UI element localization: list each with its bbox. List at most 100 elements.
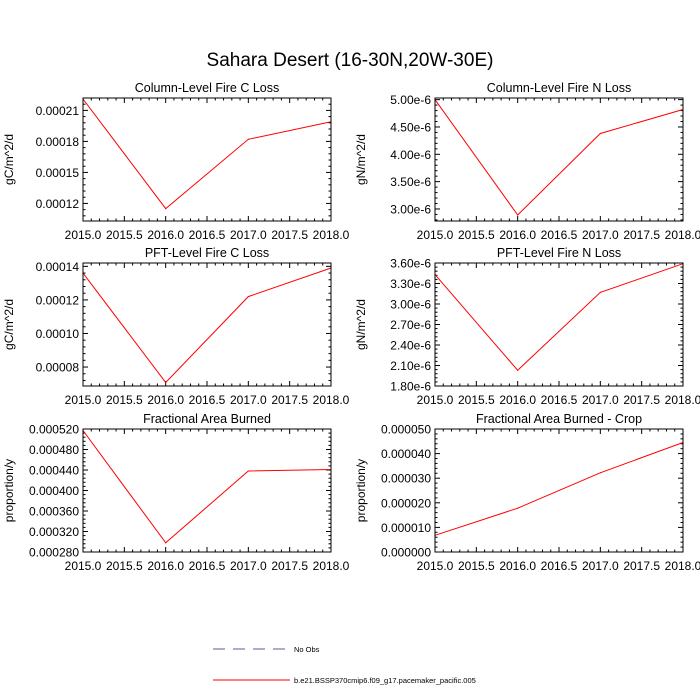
y-tick-label: 3.60e-6 — [390, 257, 431, 271]
y-tick-label: 0.00010 — [36, 327, 80, 341]
x-tick-label: 2015.0 — [65, 228, 102, 242]
x-tick-label: 2016.0 — [499, 559, 536, 573]
y-tick-label: 0.000400 — [29, 484, 79, 498]
y-tick-label: 0.00018 — [36, 135, 80, 149]
x-tick-label: 2017.5 — [271, 393, 308, 407]
data-point — [517, 214, 519, 216]
x-tick-label: 2016.5 — [541, 228, 578, 242]
y-tick-label: 0.000440 — [29, 464, 79, 478]
y-tick-label: 0.00012 — [36, 197, 80, 211]
x-tick-label: 2017.0 — [582, 393, 619, 407]
plot-frame — [82, 428, 332, 553]
panel-1: Column-Level Fire C Loss gC/m^2/d 2015.0 20… — [2, 81, 350, 242]
x-tick-label: 2015.5 — [106, 559, 143, 573]
x-tick-label: 2015.5 — [458, 559, 495, 573]
y-tick-label: 0.00012 — [36, 293, 80, 307]
data-point — [165, 542, 167, 544]
x-tick-label: 2017.0 — [582, 559, 619, 573]
x-tick-label: 2016.0 — [499, 393, 536, 407]
y-tick-label: 0.000520 — [29, 423, 79, 437]
y-tick-label: 3.00e-6 — [390, 202, 431, 216]
panel-4: PFT-Level Fire N Loss gN/m^2/d 2015.0 2015.… — [354, 246, 700, 407]
y-tick-label: 4.50e-6 — [390, 120, 431, 134]
series-line — [434, 99, 684, 216]
data-point — [599, 472, 601, 474]
y-tick-label: 0.000040 — [381, 447, 431, 461]
plot-frame — [82, 97, 332, 222]
x-tick-label: 2017.5 — [623, 393, 660, 407]
x-tick-label: 2018.0 — [665, 393, 700, 407]
series-line — [82, 267, 332, 384]
panel-title: Fractional Area Burned — [143, 412, 271, 426]
x-tick-label: 2018.0 — [313, 393, 350, 407]
x-tick-label: 2015.0 — [65, 559, 102, 573]
series-line — [82, 98, 332, 210]
data-point — [517, 507, 519, 509]
data-point — [165, 207, 167, 210]
panel-5: Fractional Area Burned proportion/y 2015.0… — [2, 412, 350, 573]
figure-title: Sahara Desert (16-30N,20W-30E) — [206, 50, 494, 71]
panel-title: Fractional Area Burned - Crop — [476, 412, 642, 426]
y-tick-label: 4.00e-6 — [390, 148, 431, 162]
legend-label: No Obs — [294, 645, 320, 654]
x-tick-label: 2017.5 — [271, 559, 308, 573]
x-tick-label: 2015.0 — [65, 393, 102, 407]
x-tick-label: 2016.0 — [147, 228, 184, 242]
y-axis-label: proportion/y — [2, 459, 16, 522]
data-point — [247, 138, 249, 140]
y-tick-label: 0.00008 — [36, 361, 80, 375]
x-tick-label: 2015.5 — [458, 393, 495, 407]
x-tick-label: 2017.5 — [623, 228, 660, 242]
series-line — [82, 430, 332, 544]
data-point — [599, 291, 601, 293]
panel-title: PFT-Level Fire C Loss — [145, 246, 269, 260]
x-tick-label: 2016.0 — [147, 393, 184, 407]
x-tick-label: 2015.5 — [458, 228, 495, 242]
y-tick-label: 3.30e-6 — [390, 277, 431, 291]
y-tick-label: 0.000000 — [381, 546, 431, 560]
y-axis-label: gN/m^2/d — [354, 299, 368, 350]
y-tick-label: 0.000320 — [29, 525, 79, 539]
x-tick-label: 2018.0 — [665, 559, 700, 573]
x-tick-label: 2015.5 — [106, 393, 143, 407]
legend-item: No Obs — [213, 645, 320, 654]
plot-frame — [434, 428, 684, 553]
y-axis-label: gN/m^2/d — [354, 134, 368, 185]
y-axis-label: gC/m^2/d — [2, 299, 16, 350]
y-tick-label: 1.80e-6 — [390, 380, 431, 394]
plot-frame — [434, 262, 684, 387]
x-tick-label: 2017.0 — [230, 393, 267, 407]
series-line — [434, 263, 684, 372]
y-tick-label: 0.00014 — [36, 260, 80, 274]
y-tick-label: 0.000360 — [29, 505, 79, 519]
x-tick-label: 2017.5 — [271, 228, 308, 242]
y-tick-label: 0.000480 — [29, 443, 79, 457]
y-tick-label: 3.00e-6 — [390, 298, 431, 312]
x-tick-label: 2016.5 — [189, 559, 226, 573]
panel-3: PFT-Level Fire C Loss gC/m^2/d 2015.0 2015.… — [2, 246, 350, 407]
x-tick-label: 2015.0 — [417, 559, 454, 573]
data-point — [165, 381, 167, 384]
y-tick-label: 0.000030 — [381, 472, 431, 486]
x-tick-label: 2015.0 — [417, 228, 454, 242]
panel-2: Column-Level Fire N Loss gN/m^2/d 2015.0 20… — [354, 81, 700, 242]
x-tick-label: 2016.5 — [189, 228, 226, 242]
series-line — [434, 442, 684, 536]
legend-label: b.e21.BSSP370cmip6.f09_g17.pacemaker_pac… — [294, 676, 476, 685]
x-tick-label: 2018.0 — [665, 228, 700, 242]
y-tick-label: 3.50e-6 — [390, 175, 431, 189]
y-tick-label: 5.00e-6 — [390, 93, 431, 107]
x-tick-label: 2015.0 — [417, 393, 454, 407]
x-tick-label: 2017.0 — [230, 228, 267, 242]
panel-title: Column-Level Fire N Loss — [487, 81, 632, 95]
x-tick-label: 2017.0 — [582, 228, 619, 242]
y-tick-label: 0.000010 — [381, 521, 431, 535]
legend: No Obs b.e21.BSSP370cmip6.f09_g17.pacemak… — [213, 645, 476, 685]
y-tick-label: 0.000020 — [381, 496, 431, 510]
y-axis-label: gC/m^2/d — [2, 134, 16, 185]
y-tick-label: 2.10e-6 — [390, 359, 431, 373]
data-point — [599, 132, 601, 135]
x-tick-label: 2018.0 — [313, 228, 350, 242]
